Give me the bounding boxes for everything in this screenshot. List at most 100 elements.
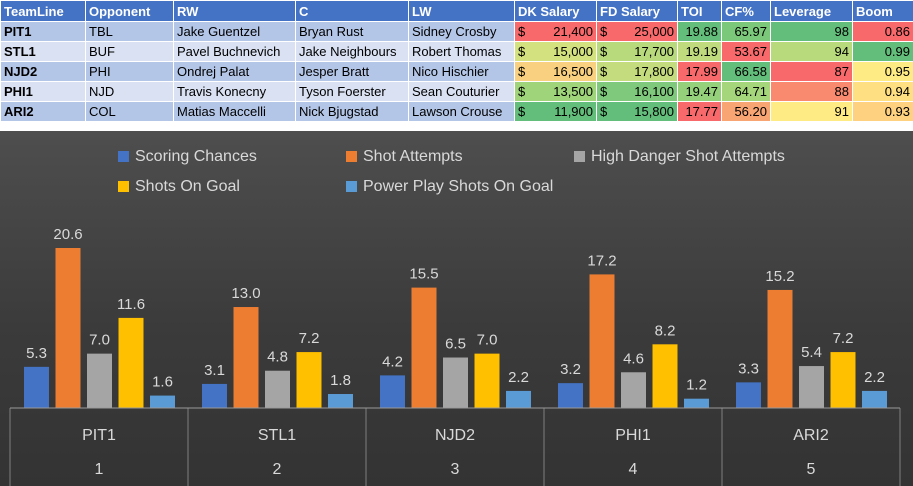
cell-opp: COL [85,101,174,122]
legend-swatch [346,181,357,192]
category-label: PIT1 [82,427,116,444]
currency-symbol: $ [600,64,608,79]
cell-lw: Sidney Crosby [408,21,515,42]
cell-toi: 19.47 [677,81,722,102]
data-label: 7.0 [89,332,110,349]
bar [862,390,887,408]
cell-lw: Nico Hischier [408,61,515,82]
salary-value: 16,500 [553,64,593,79]
data-label: 1.8 [330,372,351,389]
bar [87,353,112,408]
cell-lw: Sean Couturier [408,81,515,102]
team-stats-chart: Scoring Chances Shot Attempts High Danger … [0,131,913,486]
data-label: 15.5 [409,266,438,283]
data-label: 8.2 [655,322,676,339]
cell-opp: PHI [85,61,174,82]
data-label: 15.2 [765,268,794,285]
cell-lev: 94 [770,41,853,62]
data-label: 4.2 [382,353,403,370]
cell-rw: Ondrej Palat [173,61,296,82]
cell-boom: 0.93 [852,101,913,122]
legend-swatch [346,151,357,162]
currency-symbol: $ [600,104,608,119]
salary-value: 13,500 [553,84,593,99]
salary-value: 25,000 [634,24,674,39]
bar [233,307,259,408]
cell-boom: 0.99 [852,41,913,62]
cell-team: PIT1 [0,21,86,42]
cell-rw: Jake Guentzel [173,21,296,42]
salary-value: 17,700 [634,44,674,59]
cell-rw: Pavel Buchnevich [173,41,296,62]
cell-cf: 64.71 [721,81,771,102]
salary-value: 17,800 [634,64,674,79]
salary-value: 15,800 [634,104,674,119]
bar [328,394,353,408]
bar [118,317,144,408]
cell-cf: 53.67 [721,41,771,62]
category-label: NJD2 [435,427,475,444]
data-label: 5.3 [26,345,47,362]
cell-dk: $16,500 [514,61,597,82]
cell-toi: 19.19 [677,41,722,62]
bar [767,289,793,408]
cell-opp: TBL [85,21,174,42]
salary-value: 16,100 [634,84,674,99]
cell-lev: 87 [770,61,853,82]
table-row: ARI2 COL Matias Maccelli Nick Bjugstad Lawso… [0,101,913,122]
data-label: 3.3 [738,360,759,377]
cell-dk: $13,500 [514,81,597,102]
cell-fd: $16,100 [596,81,678,102]
bar [411,287,437,408]
cell-dk: $11,900 [514,101,597,122]
bar-chart-svg: Scoring Chances Shot Attempts High Danger … [9,148,901,486]
lineups-table: TeamLine Opponent RW C LW DK Salary FD S… [0,0,913,122]
data-label: 2.2 [508,369,529,386]
category-number: 1 [95,461,104,478]
category-number: 4 [629,461,638,478]
bar [506,390,531,408]
data-label: 7.2 [833,330,854,347]
header-dk-salary: DK Salary [514,0,597,22]
header-leverage: Leverage [770,0,853,22]
data-label: 1.6 [152,374,173,391]
bar [589,274,615,408]
table-header-row: TeamLine Opponent RW C LW DK Salary FD S… [0,0,913,22]
header-fd-salary: FD Salary [596,0,678,22]
legend-swatch [118,151,129,162]
cell-fd: $17,800 [596,61,678,82]
data-label: 1.2 [686,377,707,394]
cell-cf: 56.20 [721,101,771,122]
cell-lev: 98 [770,21,853,42]
bar [202,383,227,408]
cell-opp: BUF [85,41,174,62]
header-boom: Boom [852,0,913,22]
cell-opp: NJD [85,81,174,102]
category-number: 5 [807,461,816,478]
cell-team: PHI1 [0,81,86,102]
header-cf-pct: CF% [721,0,771,22]
category-label: ARI2 [793,427,829,444]
cell-lev: 88 [770,81,853,102]
bar [558,383,583,408]
header-rw: RW [173,0,296,22]
cell-boom: 0.86 [852,21,913,42]
cell-boom: 0.95 [852,61,913,82]
cell-rw: Matias Maccelli [173,101,296,122]
bar [150,395,175,408]
header-opponent: Opponent [85,0,174,22]
bar [684,398,709,408]
currency-symbol: $ [518,24,526,39]
currency-symbol: $ [518,104,526,119]
cell-c: Jake Neighbours [295,41,409,62]
cell-toi: 17.77 [677,101,722,122]
cell-c: Jesper Bratt [295,61,409,82]
cell-lw: Lawson Crouse [408,101,515,122]
category-label: STL1 [258,427,296,444]
bar [474,353,500,408]
cell-lev: 91 [770,101,853,122]
cell-c: Nick Bjugstad [295,101,409,122]
data-label: 13.0 [231,285,260,302]
cell-team: STL1 [0,41,86,62]
legend-label: Scoring Chances [135,148,257,165]
